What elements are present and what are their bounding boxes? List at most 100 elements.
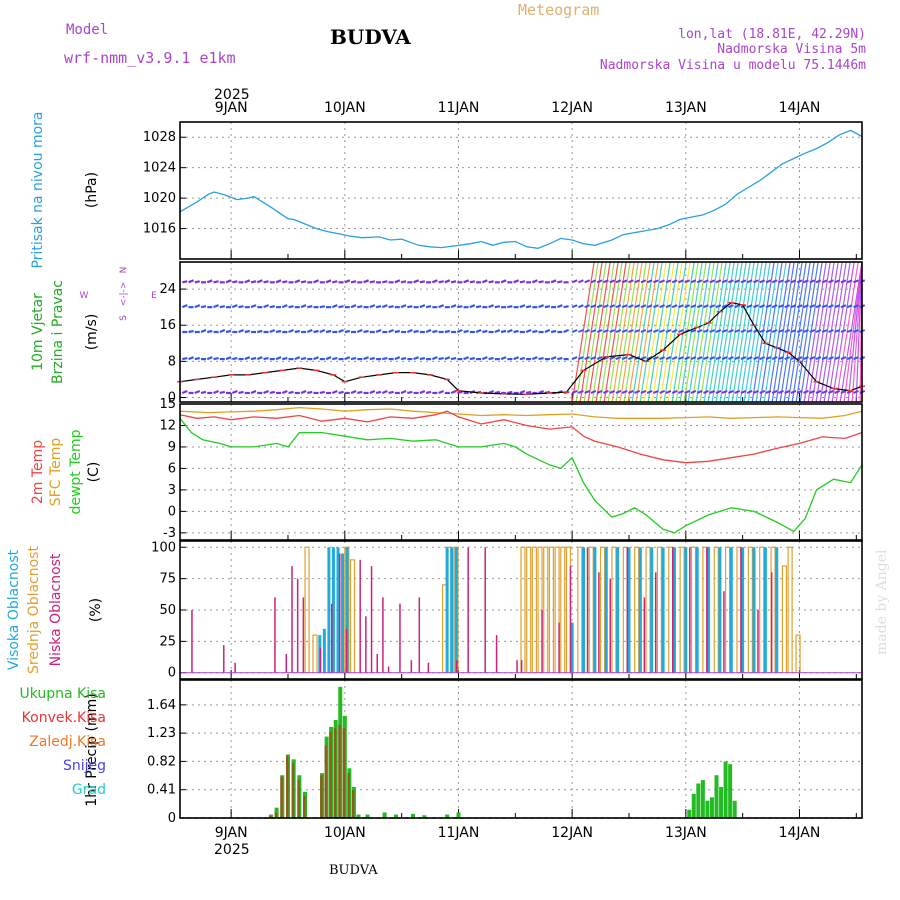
wind-barb: [578, 329, 584, 333]
wind-barb: [300, 357, 307, 361]
wind-direction-hatch: [715, 261, 739, 403]
wind-barb: [771, 329, 778, 333]
wind-barb: [596, 329, 603, 333]
wind-barb: [563, 328, 570, 334]
precip-total-bar: [714, 775, 719, 818]
pressure-frame: [179, 121, 863, 260]
cloud-low-axis-title: Niska Oblacnost: [48, 553, 64, 666]
wind-barb: [281, 389, 288, 394]
day-tick-label-bottom: 12JAN: [551, 825, 593, 841]
wind-barb: [734, 356, 741, 361]
cloud-mid-bar: [725, 546, 731, 673]
wind-barb: [746, 390, 753, 394]
wind-direction-hatch: [739, 261, 763, 403]
wind-barb: [640, 356, 647, 361]
wind-barb: [821, 329, 828, 333]
wind-barb: [438, 389, 445, 394]
wind-direction-hatch: [771, 261, 795, 403]
wind-barb: [263, 389, 269, 394]
wind-direction-hatch: [707, 261, 731, 403]
wind-direction-hatch: [751, 261, 775, 403]
wind-direction-hatch: [639, 261, 663, 403]
wind-barb: [394, 329, 401, 334]
wind-barb: [332, 280, 338, 284]
wind-direction-hatch: [855, 261, 863, 403]
wind-barb: [300, 389, 307, 394]
sfc-temp-line: [179, 406, 863, 419]
wind-barb: [609, 329, 616, 333]
wind-direction-hatch: [727, 261, 751, 403]
precip-ytick-label: 0.41: [147, 783, 176, 798]
wind-barb: [469, 304, 476, 309]
wind-barb: [834, 356, 841, 361]
wind-barb: [759, 390, 766, 394]
cloud-mid-bar: [781, 565, 788, 673]
wind-direction-hatch: [591, 261, 615, 403]
wind-barb: [450, 280, 457, 284]
wind-barb: [834, 279, 841, 284]
wind-barb: [269, 328, 276, 334]
lonlat-label: lon,lat (18.81E, 42.29N): [678, 27, 866, 42]
cloud-high-axis-title: Visoka Oblacnost: [6, 549, 22, 670]
wind-barb: [784, 390, 791, 394]
wind-barb: [828, 390, 834, 394]
wind-barb: [344, 329, 351, 334]
precip-total-bar: [393, 814, 398, 818]
wind-barb: [400, 389, 407, 394]
wind-barb: [194, 304, 201, 309]
wind-barb: [425, 305, 432, 309]
wind-barb: [790, 304, 797, 309]
precip-axis-title: 1hr Precip (mm): [84, 693, 100, 806]
wind-barb: [821, 356, 828, 361]
cloud-ytick-label: 0: [168, 666, 176, 681]
wind-barb: [734, 329, 741, 333]
wind-barb: [734, 390, 741, 394]
wind-barb: [840, 356, 847, 361]
wind-barb: [188, 356, 194, 361]
wind-barb: [740, 356, 747, 361]
wind-direction-hatch: [659, 261, 683, 403]
wind-barb: [853, 390, 859, 394]
wind-barb: [571, 329, 578, 333]
wind-barb: [790, 329, 797, 333]
compass-north: N: [119, 267, 129, 274]
wind-barb: [488, 357, 494, 361]
wind-barb: [715, 304, 722, 309]
wind-barb: [584, 279, 591, 284]
wind-barb: [628, 356, 634, 361]
wind-barb: [194, 280, 200, 284]
wind-barb: [519, 357, 526, 361]
wind-barb: [325, 356, 332, 361]
wind-barb: [834, 304, 841, 309]
wind-barb: [525, 328, 532, 334]
precip-convective-bar: [280, 776, 283, 818]
wind-direction-hatch: [747, 261, 771, 403]
wind-barb: [250, 304, 257, 309]
cloud-mid-bar: [577, 546, 583, 673]
wind-barb: [394, 279, 401, 284]
wind-barb: [200, 328, 207, 334]
cloud-mid-bar: [747, 546, 753, 673]
wind-barb: [646, 329, 653, 333]
wind-axis-subtitle: Brzina i Pravac: [50, 280, 66, 384]
wind-barb: [659, 279, 666, 284]
wind-direction-hatch: [827, 261, 851, 403]
wind-direction-hatch: [807, 261, 831, 403]
day-tick-label-top: 11JAN: [438, 100, 480, 116]
wind-direction-hatch: [803, 261, 827, 403]
day-tick-label-top: 12JAN: [551, 100, 593, 116]
wind-barb: [382, 357, 388, 361]
wind-barb: [350, 389, 357, 394]
precip-convective-bar: [285, 755, 289, 818]
wind-direction-hatch: [615, 261, 639, 403]
wind-barb: [444, 279, 451, 284]
wind-barb: [828, 304, 834, 309]
cloud-ytick-label: 25: [159, 634, 176, 649]
temperature-frame: [179, 403, 863, 541]
wind-direction-hatch: [783, 261, 807, 403]
wind-direction-hatch: [719, 261, 743, 403]
wind-barb: [469, 280, 476, 284]
wind-barb: [344, 279, 351, 284]
wind-barb: [721, 390, 728, 394]
